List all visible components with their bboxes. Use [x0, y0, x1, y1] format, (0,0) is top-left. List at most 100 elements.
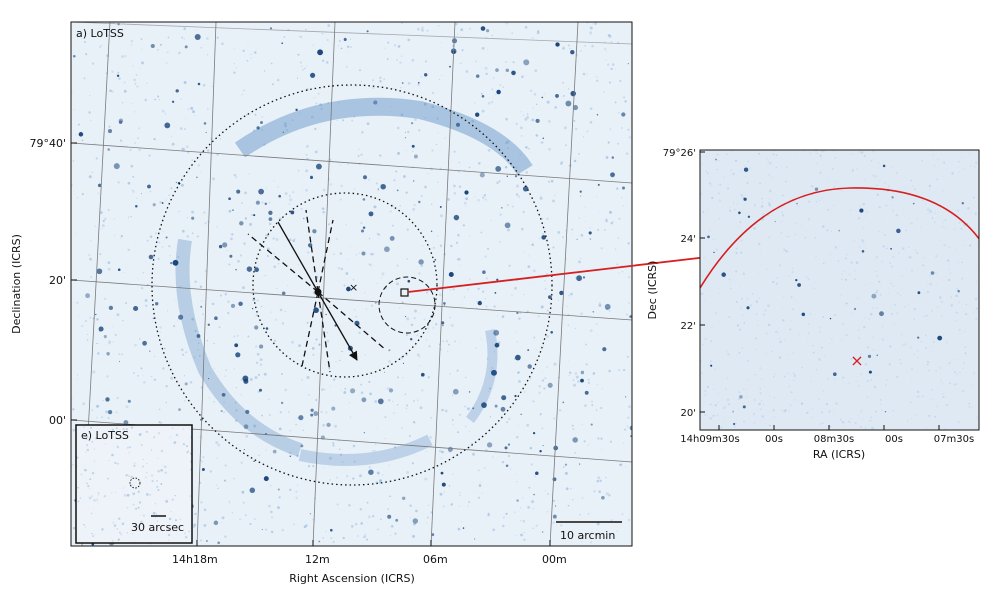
noise-speck	[863, 325, 866, 329]
noise-speck	[179, 127, 183, 131]
noise-speck	[194, 115, 196, 117]
noise-speck	[108, 125, 111, 128]
noise-speck	[537, 212, 539, 214]
noise-speck	[969, 153, 971, 155]
noise-speck	[336, 238, 338, 240]
zoom-ra-tick-label: 14h09m30s	[680, 434, 739, 445]
noise-speck	[535, 471, 539, 476]
noise-speck	[555, 94, 559, 98]
noise-speck	[532, 400, 534, 402]
noise-speck	[577, 380, 580, 383]
noise-speck	[423, 102, 427, 106]
noise-speck	[402, 376, 404, 378]
noise-speck	[454, 340, 457, 343]
noise-speck	[625, 466, 627, 468]
noise-speck	[530, 151, 532, 153]
noise-speck	[500, 406, 506, 412]
noise-speck	[858, 246, 861, 248]
noise-speck	[754, 373, 757, 376]
noise-speck	[269, 201, 271, 204]
noise-speck	[431, 105, 435, 109]
noise-speck	[181, 147, 183, 150]
noise-speck	[164, 113, 167, 115]
noise-speck	[113, 218, 115, 220]
noise-speck	[230, 237, 233, 241]
noise-speck	[128, 451, 131, 454]
noise-speck	[173, 325, 176, 328]
noise-speck	[596, 522, 600, 526]
noise-speck	[121, 353, 124, 356]
noise-speck	[857, 414, 859, 416]
noise-speck	[627, 128, 630, 131]
noise-speck	[176, 319, 178, 321]
noise-speck	[856, 168, 859, 170]
noise-speck	[230, 303, 236, 308]
noise-speck	[420, 264, 424, 268]
noise-speck	[73, 109, 75, 111]
noise-speck	[298, 35, 300, 37]
noise-speck	[480, 338, 482, 340]
noise-speck	[143, 375, 145, 377]
noise-speck	[779, 264, 782, 267]
noise-speck	[114, 333, 117, 336]
noise-speck	[915, 414, 918, 416]
noise-speck	[761, 197, 763, 200]
noise-speck	[553, 445, 559, 451]
noise-speck	[506, 175, 508, 177]
noise-speck	[964, 346, 967, 349]
noise-speck	[74, 233, 76, 235]
noise-speck	[266, 187, 267, 189]
noise-speck	[159, 331, 161, 333]
noise-speck	[906, 419, 909, 422]
noise-speck	[353, 309, 356, 311]
noise-speck	[144, 476, 147, 479]
noise-speck	[913, 318, 916, 320]
noise-speck	[607, 141, 610, 144]
noise-speck	[312, 353, 315, 356]
noise-speck	[896, 172, 898, 174]
noise-speck	[562, 401, 565, 404]
noise-speck	[910, 222, 913, 225]
noise-speck	[439, 492, 443, 496]
noise-speck	[267, 398, 270, 401]
noise-speck	[898, 252, 900, 254]
noise-speck	[360, 222, 363, 225]
noise-speck	[387, 508, 390, 510]
noise-speck	[174, 299, 176, 301]
noise-speck	[753, 398, 756, 402]
noise-speck	[482, 196, 485, 199]
noise-speck	[955, 319, 957, 321]
noise-speck	[585, 74, 587, 76]
noise-speck	[848, 382, 851, 384]
noise-speck	[295, 490, 298, 493]
noise-speck	[273, 257, 276, 260]
noise-speck	[935, 178, 938, 180]
noise-speck	[278, 496, 281, 499]
noise-speck	[718, 159, 720, 162]
noise-speck	[531, 500, 534, 504]
noise-speck	[600, 247, 603, 250]
noise-speck	[580, 233, 584, 237]
noise-speck	[388, 388, 394, 393]
noise-speck	[546, 510, 549, 513]
noise-speck	[186, 451, 189, 454]
noise-speck	[302, 429, 304, 431]
noise-speck	[399, 61, 402, 65]
noise-speck	[135, 74, 138, 76]
noise-speck	[609, 440, 613, 443]
noise-speck	[795, 299, 797, 301]
noise-speck	[859, 206, 861, 208]
noise-speck	[543, 345, 545, 348]
noise-speck	[541, 96, 544, 99]
noise-speck	[532, 269, 536, 273]
noise-speck	[221, 521, 223, 523]
noise-speck	[819, 272, 821, 274]
noise-speck	[194, 29, 196, 31]
noise-speck	[932, 154, 935, 156]
noise-speck	[107, 416, 110, 419]
noise-speck	[705, 213, 707, 215]
noise-speck	[570, 50, 575, 55]
zoom-background	[700, 150, 979, 430]
noise-speck	[176, 433, 178, 436]
noise-speck	[346, 286, 351, 292]
